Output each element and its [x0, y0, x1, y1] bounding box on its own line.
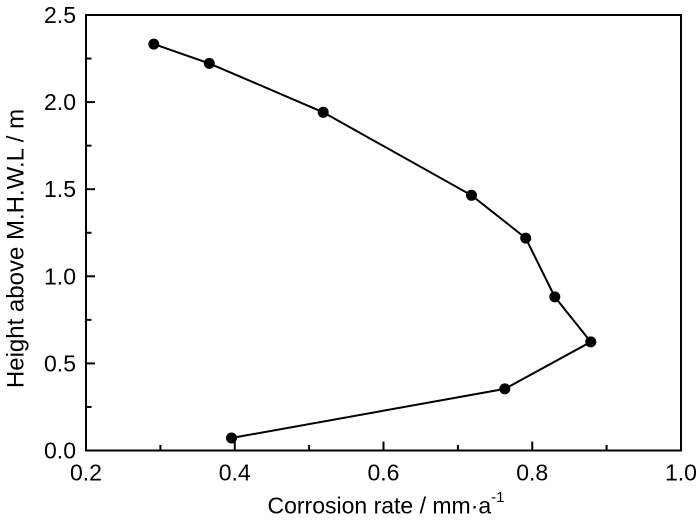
svg-text:0.8: 0.8: [516, 460, 548, 486]
svg-text:0.6: 0.6: [368, 460, 400, 486]
svg-text:Corrosion rate / mm·a-1: Corrosion rate / mm·a-1: [268, 489, 505, 516]
svg-text:0.4: 0.4: [219, 460, 251, 486]
svg-text:1.0: 1.0: [665, 460, 697, 486]
svg-text:1.5: 1.5: [44, 176, 76, 202]
svg-text:1.0: 1.0: [44, 263, 76, 289]
svg-text:Height above M.H.W.L / m: Height above M.H.W.L / m: [3, 109, 30, 388]
svg-text:2.5: 2.5: [44, 2, 76, 28]
svg-text:0.0: 0.0: [44, 438, 76, 464]
svg-text:2.0: 2.0: [44, 89, 76, 115]
svg-text:0.5: 0.5: [44, 350, 76, 376]
svg-text:0.2: 0.2: [70, 460, 102, 486]
